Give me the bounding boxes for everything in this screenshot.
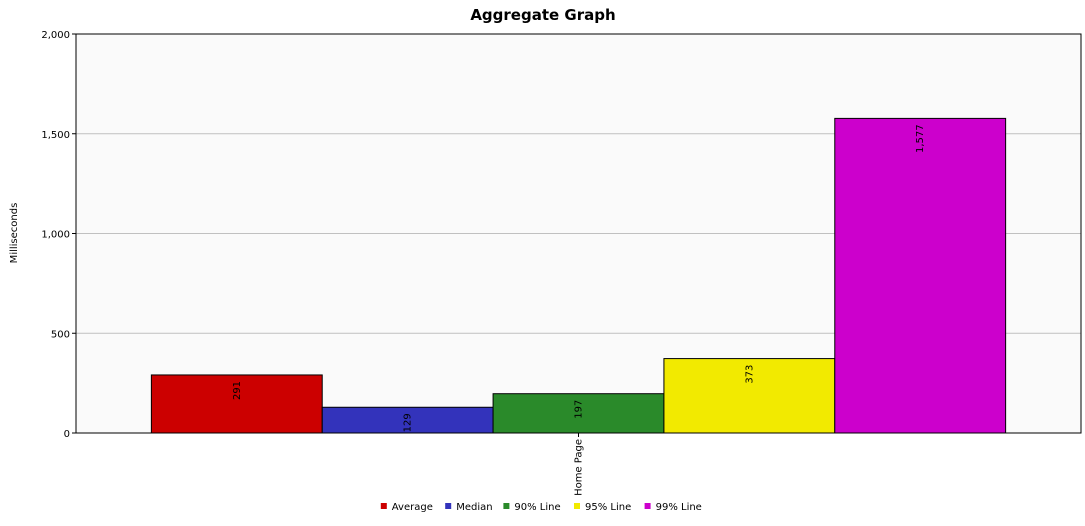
chart-title: Aggregate Graph	[470, 6, 615, 24]
data-label: 373	[744, 365, 755, 384]
legend-label: Median	[456, 502, 492, 513]
legend-swatch	[445, 503, 452, 509]
legend-swatch	[503, 503, 510, 509]
y-axis-ticks: 0 500 1,000 1,500 2,000	[41, 30, 76, 440]
y-tick-label: 1,000	[41, 230, 70, 241]
legend-label: 99% Line	[656, 502, 702, 513]
legend-swatch	[644, 503, 651, 509]
x-category-label: Home Page	[574, 439, 585, 496]
y-tick-label: 500	[51, 329, 70, 340]
data-label: 291	[232, 381, 243, 400]
legend-label: Average	[392, 502, 433, 513]
legend-label: 90% Line	[514, 502, 560, 513]
data-label: 129	[403, 413, 414, 432]
legend-swatch	[574, 503, 580, 509]
bars	[150, 117, 1007, 434]
y-tick-label: 2,000	[41, 30, 70, 41]
legend: Average Median 90% Line 95% Line 99% Line	[380, 502, 702, 513]
data-labels: 291 129 197 373 1,577	[232, 124, 926, 432]
bar	[321, 406, 494, 434]
x-axis-categories: Home Page	[574, 433, 585, 496]
legend-label: 95% Line	[585, 502, 631, 513]
data-label: 1,577	[915, 124, 926, 153]
bar	[663, 358, 836, 434]
y-tick-label: 1,500	[41, 130, 70, 141]
data-label: 197	[574, 400, 585, 419]
y-axis-label: Milliseconds	[9, 203, 20, 264]
bar	[150, 374, 323, 434]
bar	[834, 117, 1007, 434]
legend-swatch	[380, 503, 387, 509]
y-tick-label: 0	[64, 429, 70, 440]
